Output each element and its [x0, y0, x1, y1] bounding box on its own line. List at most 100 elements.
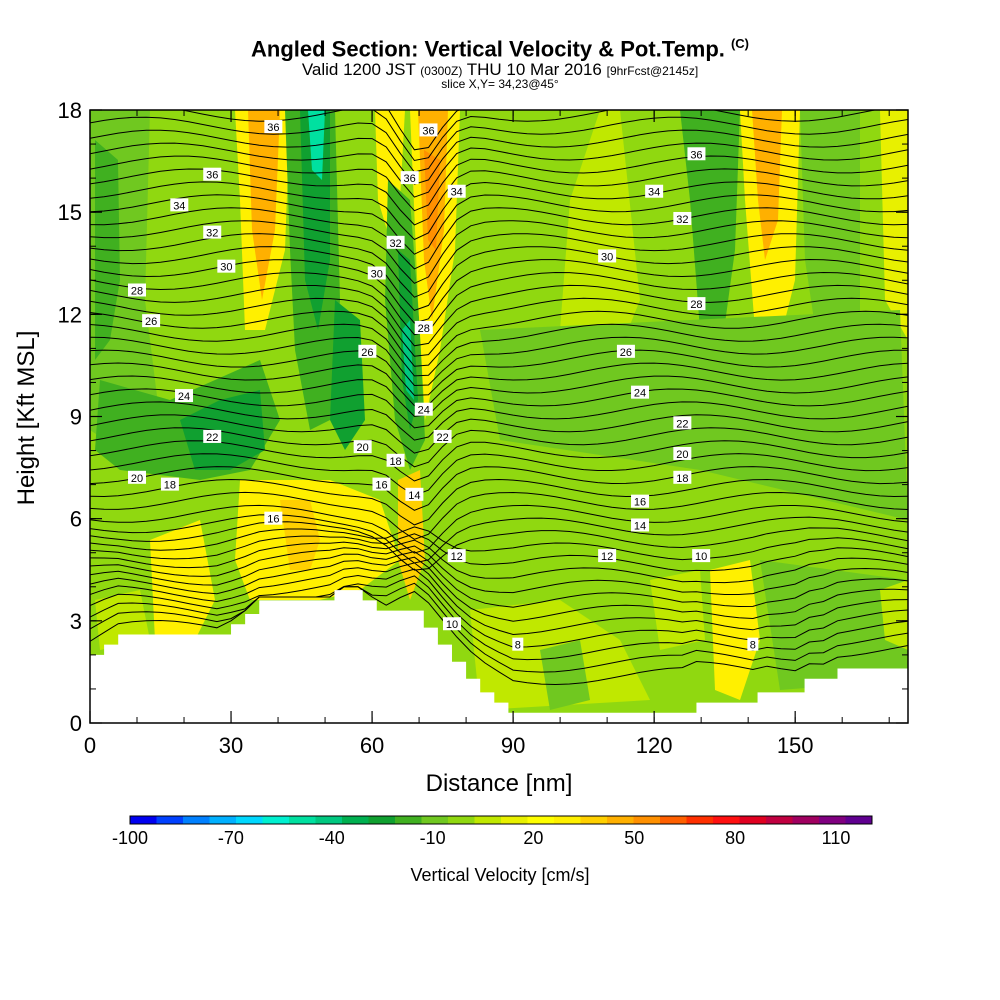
- contour-label-box: [616, 344, 635, 358]
- isentrope-line: [90, 401, 908, 441]
- y-tick-label: 6: [70, 507, 82, 532]
- colorbar-swatch: [607, 816, 634, 824]
- contour-label: 18: [676, 473, 688, 485]
- contour-label: 22: [676, 418, 688, 430]
- chart-subtitle: Valid 1200 JST (0300Z) THU 10 Mar 2016 […: [0, 60, 1000, 80]
- contour-label: 24: [634, 388, 646, 400]
- colorbar: -100 -70 -40 -10 20 50 80 110: [112, 815, 873, 848]
- isentrope-line: [90, 297, 908, 357]
- colorbar-swatch: [368, 816, 396, 824]
- colorbar-swatch: [262, 816, 290, 824]
- colorbar-swatch: [660, 816, 687, 824]
- contour-label-box: [433, 429, 452, 443]
- contour-label: 24: [178, 391, 190, 403]
- colorbar-swatch: [183, 816, 210, 824]
- contour-label-box: [142, 314, 161, 328]
- field-region: [280, 500, 320, 570]
- contour-label: 32: [389, 238, 401, 250]
- y-tick-label: 12: [58, 302, 82, 327]
- isentrope-line: [90, 453, 908, 497]
- contour-label: 12: [601, 551, 613, 563]
- isentrope-line: [90, 521, 908, 571]
- isentrope-line: [90, 414, 908, 454]
- isentrope-line: [90, 466, 908, 511]
- isentrope-line: [90, 533, 908, 572]
- colorbar-swatch: [130, 816, 157, 824]
- contour-label-box: [170, 198, 189, 212]
- colorbar-tick-label: -10: [420, 828, 446, 848]
- contour-label-box: [217, 259, 236, 273]
- isentrope-line: [90, 194, 908, 255]
- contour-label-box: [367, 266, 386, 280]
- colorbar-swatch: [766, 816, 793, 824]
- contour-label: 28: [131, 285, 143, 297]
- contour-label: 36: [206, 170, 218, 182]
- contour-label: 36: [690, 149, 702, 161]
- isentrope-line: [90, 155, 908, 212]
- isentrope-line: [90, 284, 908, 347]
- field-region: [752, 110, 782, 260]
- contour-label-box: [447, 184, 466, 198]
- contour-label-box: [386, 453, 405, 467]
- plot-area: 36 36 36 36 36 34 34 34 32 32 32 30 30 30 28 28 28 26 26 26…: [90, 110, 908, 723]
- x-tick-label: 90: [501, 733, 525, 758]
- colorbar-swatch: [633, 816, 661, 824]
- contour-label: 28: [690, 299, 702, 311]
- y-tick-label: 18: [58, 98, 82, 123]
- contour-label: 16: [634, 497, 646, 509]
- field-region: [402, 320, 414, 400]
- isentrope-line: [90, 551, 908, 608]
- contour-label-box: [400, 171, 419, 185]
- contour-label: 26: [361, 347, 373, 359]
- colorbar-swatch: [739, 816, 767, 824]
- x-tick-label: 150: [777, 733, 814, 758]
- isentrope-line: [90, 545, 908, 595]
- contour-label: 22: [436, 432, 448, 444]
- colorbar-tick-label: -40: [319, 828, 345, 848]
- contour-label: 26: [620, 347, 632, 359]
- isentrope-line: [90, 575, 908, 661]
- colorbar-swatch: [554, 816, 581, 824]
- contour-label: 36: [267, 122, 279, 134]
- isentrope-line: [90, 168, 908, 226]
- y-tick-label: 0: [70, 711, 82, 736]
- contour-label-box: [203, 167, 222, 181]
- pot-temp-contours: [90, 110, 908, 686]
- isentrope-line: [90, 568, 908, 648]
- contour-label-box: [128, 283, 147, 297]
- colorbar-swatch: [156, 816, 184, 824]
- field-region: [248, 110, 280, 300]
- field-region: [680, 110, 740, 360]
- contour-label-box: [442, 617, 461, 631]
- colorbar-swatch: [845, 816, 873, 824]
- contour-label: 24: [418, 405, 430, 417]
- contour-label: 20: [676, 449, 688, 461]
- contour-label: 32: [206, 228, 218, 240]
- contour-label: 20: [131, 473, 143, 485]
- isentrope-line: [90, 440, 908, 482]
- contour-label-box: [160, 477, 179, 491]
- field-region: [710, 560, 760, 700]
- contour-label-box: [414, 320, 433, 334]
- valid-date: THU 10 Mar 2016: [466, 60, 602, 79]
- y-tick-label: 9: [70, 405, 82, 430]
- contour-label-box: [747, 637, 759, 651]
- colorbar-swatch: [580, 816, 608, 824]
- chart-title-main: Angled Section: Vertical Velocity & Pot.…: [251, 36, 725, 62]
- isentrope-line: [90, 207, 908, 270]
- valid-fcst: [9hrFcst@2145z]: [606, 64, 699, 78]
- isentrope-line: [90, 181, 908, 241]
- isentrope-line: [90, 586, 908, 686]
- contour-label: 32: [676, 214, 688, 226]
- field-region: [540, 640, 590, 710]
- isentrope-line: [90, 478, 908, 526]
- isentrope-line: [90, 336, 908, 387]
- colorbar-tick-label: -70: [218, 828, 244, 848]
- x-tick-label: 0: [84, 733, 96, 758]
- contour-label-box: [419, 123, 438, 137]
- colorbar-tick-label: -100: [112, 828, 148, 848]
- contour-label-box: [203, 225, 222, 239]
- isentrope-line: [90, 582, 908, 673]
- colorbar-swatch: [713, 816, 740, 824]
- isentrope-line: [90, 271, 908, 336]
